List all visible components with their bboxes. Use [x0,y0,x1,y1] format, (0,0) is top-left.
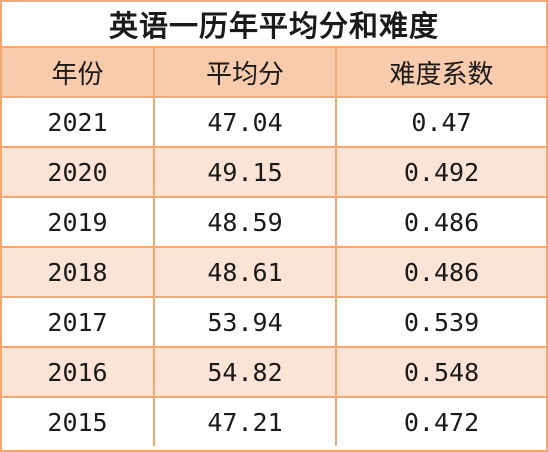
score-table: 年份 平均分 难度系数 2021 47.04 0.47 2020 49.15 0… [2,48,546,446]
header-year: 年份 [2,48,155,98]
table-row: 2016 54.82 0.548 [2,346,546,398]
table-row: 2019 48.59 0.486 [2,196,546,248]
cell-average-score: 48.59 [153,196,337,248]
cell-difficulty: 0.47 [335,96,546,148]
table-row: 2018 48.61 0.486 [2,246,546,298]
cell-difficulty: 0.486 [335,246,546,298]
cell-year: 2016 [2,346,155,398]
cell-average-score: 47.04 [153,96,337,148]
cell-average-score: 47.21 [153,396,337,446]
cell-year: 2020 [2,146,155,198]
cell-difficulty: 0.492 [335,146,546,198]
cell-average-score: 54.82 [153,346,337,398]
header-difficulty-coefficient: 难度系数 [335,48,546,98]
cell-year: 2018 [2,246,155,298]
table-row: 2017 53.94 0.539 [2,296,546,348]
cell-average-score: 49.15 [153,146,337,198]
table-row: 2020 49.15 0.492 [2,146,546,198]
table-row: 2021 47.04 0.47 [2,96,546,148]
cell-average-score: 48.61 [153,246,337,298]
cell-difficulty: 0.486 [335,196,546,248]
table-row: 2015 47.21 0.472 [2,396,546,446]
cell-year: 2017 [2,296,155,348]
header-average-score: 平均分 [153,48,337,98]
cell-difficulty: 0.539 [335,296,546,348]
cell-difficulty: 0.472 [335,396,546,446]
table-title: 英语一历年平均分和难度 [2,2,546,48]
cell-year: 2015 [2,396,155,446]
header-row: 年份 平均分 难度系数 [2,48,546,98]
cell-year: 2019 [2,196,155,248]
cell-average-score: 53.94 [153,296,337,348]
cell-difficulty: 0.548 [335,346,546,398]
cell-year: 2021 [2,96,155,148]
